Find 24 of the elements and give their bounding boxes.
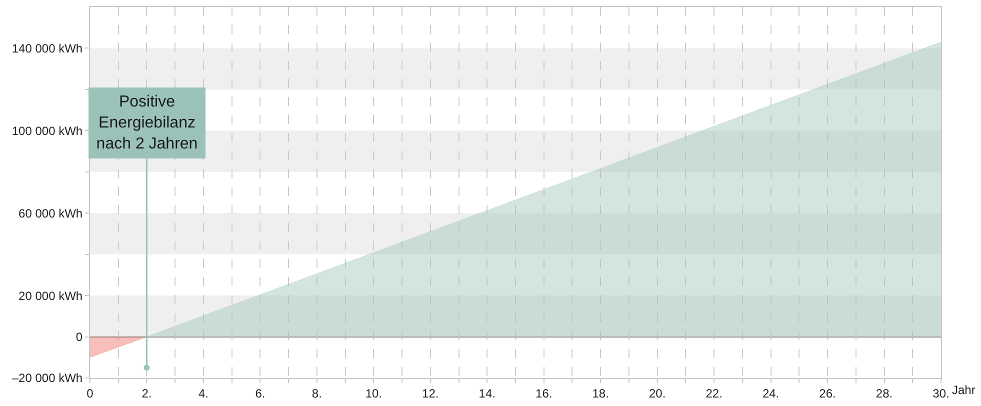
x-tick-label: 30. [932,386,950,400]
x-tick-label: 14. [478,386,496,400]
y-tick-label: 100 000 kWh [12,124,83,138]
x-axis-title: Jahr [952,383,976,397]
x-tick-label: 20. [648,386,666,400]
x-tick-label: 24. [762,386,780,400]
x-tick-label: 28. [876,386,893,400]
y-tick-label: 0 [76,330,83,344]
y-tick-label: 140 000 kWh [12,41,83,56]
x-tick-label: 18. [592,386,609,400]
y-tick-label: 20 000 kWh [18,288,83,303]
x-tick-label: 8. [312,386,322,400]
x-tick-label: 2. [142,386,152,400]
x-tick-label: 6. [255,386,266,400]
x-tick-label: 16. [536,386,552,400]
annotation: Positive Energiebilanz nach 2 Jahren [96,94,198,152]
x-tick-label: 26. [819,386,836,400]
x-tick-label: 0 [86,386,94,400]
y-tick-label: –20 000 kWh [12,371,83,386]
y-tick-label: 60 000 kWh [18,206,83,220]
x-tick-label: 4. [198,386,208,400]
x-tick-label: 12. [422,386,439,400]
x-tick-label: 10. [365,386,382,400]
x-tick-label: 22. [706,386,722,400]
